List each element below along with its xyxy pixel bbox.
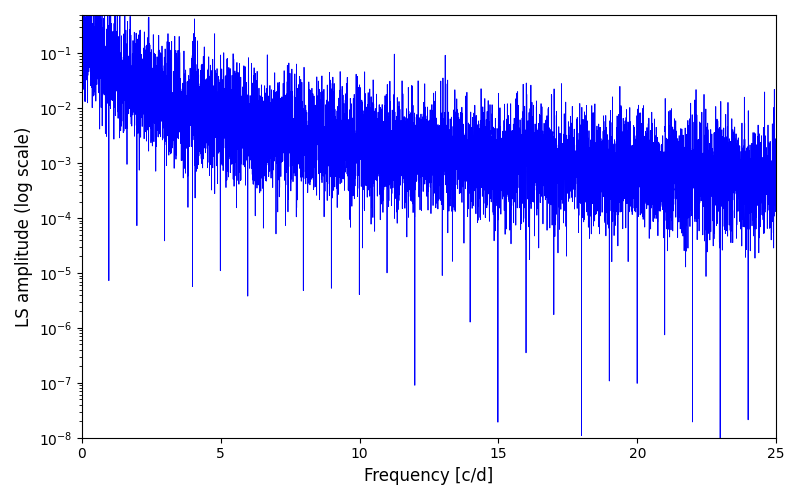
Y-axis label: LS amplitude (log scale): LS amplitude (log scale) [15, 126, 33, 326]
X-axis label: Frequency [c/d]: Frequency [c/d] [364, 467, 494, 485]
